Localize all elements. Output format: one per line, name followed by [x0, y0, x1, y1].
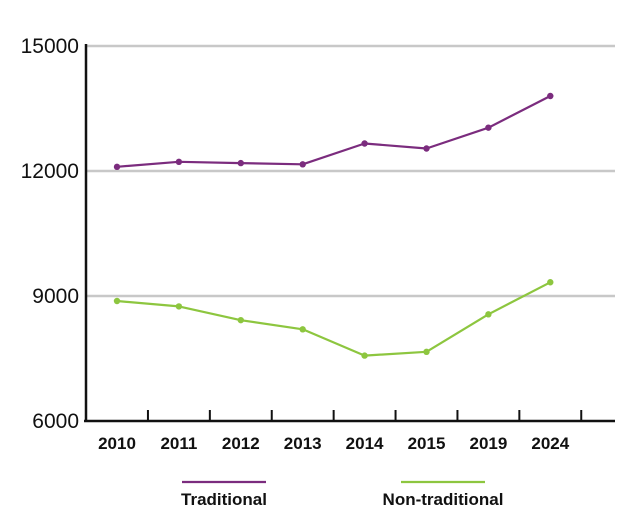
point-traditional-2013 — [299, 161, 306, 168]
point-non-traditional-2013 — [299, 326, 306, 333]
series-group — [113, 92, 554, 359]
x-tick-label-2015: 2015 — [408, 434, 446, 453]
point-non-traditional-2019 — [485, 311, 492, 318]
x-tick-label-2013: 2013 — [284, 434, 322, 453]
y-tick-label-6000: 6000 — [32, 410, 79, 433]
point-traditional-2014 — [361, 140, 368, 147]
x-tick-label-2010: 2010 — [98, 434, 136, 453]
x-tick-label-2012: 2012 — [222, 434, 260, 453]
point-non-traditional-2011 — [175, 303, 183, 310]
point-traditional-2012 — [237, 159, 244, 167]
legend: Traditional Non-traditional — [181, 480, 504, 509]
series-line-traditional — [116, 95, 551, 168]
legend-label-traditional: Traditional — [181, 490, 267, 509]
x-tick-label-2024: 2024 — [531, 434, 569, 453]
series-line-non-traditional — [116, 281, 551, 357]
point-traditional-2024 — [547, 92, 554, 100]
point-non-traditional-2014 — [361, 352, 368, 359]
point-traditional-2019 — [485, 124, 492, 131]
point-non-traditional-2012 — [237, 316, 244, 324]
y-tick-label-12000: 12000 — [21, 160, 79, 183]
grid-lines — [86, 44, 615, 298]
y-tick-label-9000: 9000 — [32, 285, 79, 308]
point-traditional-2015 — [423, 145, 430, 152]
point-non-traditional-2015 — [423, 348, 430, 356]
y-tick-label-15000: 15000 — [21, 35, 79, 58]
point-traditional-2010 — [113, 163, 121, 171]
x-axis-ticks: 2010 2011 2012 2013 2014 2015 2019 2024 — [98, 410, 583, 453]
point-non-traditional-2024 — [547, 279, 554, 286]
axes — [84, 44, 615, 423]
x-tick-label-2019: 2019 — [469, 434, 507, 453]
y-axis-ticks: 6000 9000 12000 15000 — [21, 35, 79, 433]
x-tick-label-2011: 2011 — [160, 434, 197, 453]
point-non-traditional-2010 — [113, 297, 121, 305]
x-tick-label-2014: 2014 — [346, 434, 384, 453]
legend-label-non-traditional: Non-traditional — [383, 490, 504, 509]
point-traditional-2011 — [175, 158, 183, 166]
